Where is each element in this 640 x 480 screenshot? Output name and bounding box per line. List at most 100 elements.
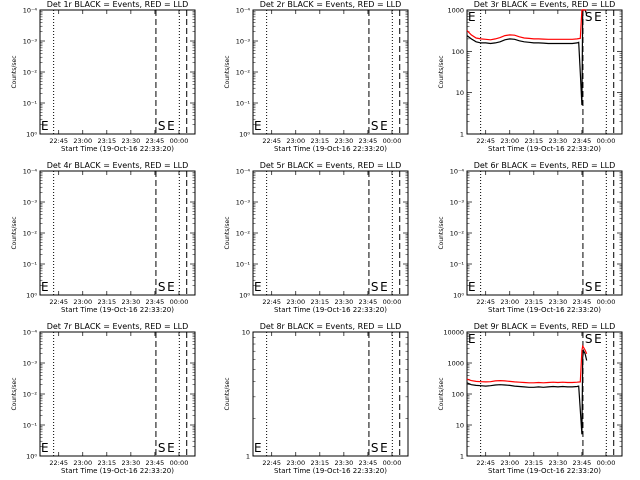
x-tick-label: 23:45 xyxy=(573,459,592,467)
x-tick-label: 22:45 xyxy=(262,137,281,145)
marker-letter: S xyxy=(585,10,593,24)
panel-title: Det 5r BLACK = Events, RED = LLD xyxy=(260,161,402,170)
y-tick-label: 10⁰ xyxy=(239,131,250,139)
x-tick-label: 22:45 xyxy=(476,459,495,467)
x-tick-label: 23:45 xyxy=(146,298,165,306)
panel-title: Det 2r BLACK = Events, RED = LLD xyxy=(260,0,402,9)
y-tick-label: 10 xyxy=(456,89,464,97)
y-tick-label: 1 xyxy=(246,453,250,461)
marker-letter: S xyxy=(585,332,593,346)
y-tick-label: 1 xyxy=(460,453,464,461)
x-tick-label: 23:45 xyxy=(359,459,378,467)
x-tick-label: 23:15 xyxy=(310,459,329,467)
plot-frame xyxy=(39,170,196,296)
plot-frame xyxy=(252,170,409,296)
y-tick-label: 10⁻² xyxy=(450,230,465,238)
marker-letter: S xyxy=(158,119,166,133)
x-tick-label: 23:00 xyxy=(500,137,519,145)
detector-panel: Det 2r BLACK = Events, RED = LLD 22:45 23:… xyxy=(224,0,409,153)
x-tick-label: 23:45 xyxy=(573,137,592,145)
y-tick-label: 10⁻³ xyxy=(23,38,38,46)
x-tick-label: 23:30 xyxy=(334,459,353,467)
y-tick-label: 10000 xyxy=(443,329,464,337)
marker-letter: E xyxy=(41,119,49,133)
x-tick-label: 23:15 xyxy=(97,137,116,145)
marker-letter: E xyxy=(254,280,262,294)
plot-frame xyxy=(252,331,409,457)
x-tick-label: 22:45 xyxy=(49,459,68,467)
x-tick-label: 22:45 xyxy=(476,298,495,306)
panel-title: Det 3r BLACK = Events, RED = LLD xyxy=(474,0,616,9)
marker-letter: E xyxy=(594,332,602,346)
detector-panel: Det 6r BLACK = Events, RED = LLD 22:45 23:… xyxy=(438,161,623,314)
marker-letter: S xyxy=(158,441,166,455)
y-tick-label: 10⁻² xyxy=(236,69,251,77)
x-axis-label: Start Time (19-Oct-16 22:33:20) xyxy=(488,306,601,314)
x-tick-label: 22:45 xyxy=(476,137,495,145)
detector-panel: Det 3r BLACK = Events, RED = LLD 22:45 23:… xyxy=(438,0,623,153)
x-tick-label: 00:00 xyxy=(170,298,189,306)
y-tick-label: 10⁻⁴ xyxy=(236,7,251,15)
x-tick-label: 00:00 xyxy=(170,137,189,145)
marker-letter: S xyxy=(371,119,379,133)
y-tick-label: 10⁻³ xyxy=(23,199,38,207)
y-axis-label: Counts/sec xyxy=(438,377,445,410)
y-axis-label: Counts/sec xyxy=(438,216,445,249)
detector-panel: Det 7r BLACK = Events, RED = LLD 22:45 23:… xyxy=(11,322,196,475)
x-tick-label: 23:00 xyxy=(500,459,519,467)
y-tick-label: 10⁻⁴ xyxy=(450,168,465,176)
x-tick-label: 23:00 xyxy=(286,298,305,306)
marker-letter: E xyxy=(167,441,175,455)
y-tick-label: 100 xyxy=(452,391,464,399)
detector-panel: Det 5r BLACK = Events, RED = LLD 22:45 23:… xyxy=(224,161,409,314)
y-tick-label: 10⁰ xyxy=(26,453,37,461)
x-tick-label: 00:00 xyxy=(383,137,402,145)
x-axis-label: Start Time (19-Oct-16 22:33:20) xyxy=(488,145,601,153)
y-tick-label: 10⁻³ xyxy=(236,38,251,46)
y-tick-label: 10⁻³ xyxy=(450,199,465,207)
lld-series-line xyxy=(466,9,587,41)
marker-letter: S xyxy=(158,280,166,294)
marker-letter: E xyxy=(468,10,476,24)
events-series-line xyxy=(466,348,588,435)
marker-letter: E xyxy=(468,280,476,294)
marker-letter: S xyxy=(371,280,379,294)
x-tick-label: 23:15 xyxy=(524,459,543,467)
y-tick-label: 10⁻³ xyxy=(23,360,38,368)
marker-letter: E xyxy=(167,280,175,294)
x-tick-label: 23:30 xyxy=(548,137,567,145)
x-tick-label: 23:30 xyxy=(548,298,567,306)
y-tick-label: 10⁻⁴ xyxy=(23,168,38,176)
x-tick-label: 23:30 xyxy=(334,137,353,145)
x-tick-label: 23:45 xyxy=(573,298,592,306)
marker-letter: E xyxy=(254,119,262,133)
y-axis-label: Counts/sec xyxy=(11,377,18,410)
x-tick-label: 23:00 xyxy=(73,137,92,145)
x-axis-label: Start Time (19-Oct-16 22:33:20) xyxy=(61,306,174,314)
plot-frame xyxy=(466,331,623,457)
x-tick-label: 23:30 xyxy=(121,298,140,306)
x-tick-label: 22:45 xyxy=(49,298,68,306)
panel-title: Det 7r BLACK = Events, RED = LLD xyxy=(47,322,189,331)
y-tick-label: 10⁻¹ xyxy=(236,261,251,269)
y-tick-label: 1000 xyxy=(447,360,464,368)
x-tick-label: 00:00 xyxy=(383,459,402,467)
y-axis-label: Counts/sec xyxy=(224,55,231,88)
marker-letter: E xyxy=(468,332,476,346)
x-tick-label: 22:45 xyxy=(49,137,68,145)
x-axis-label: Start Time (19-Oct-16 22:33:20) xyxy=(274,306,387,314)
y-tick-label: 10⁻¹ xyxy=(23,261,38,269)
plot-frame xyxy=(252,9,409,135)
x-tick-label: 23:30 xyxy=(334,298,353,306)
x-tick-label: 23:15 xyxy=(524,298,543,306)
y-tick-label: 10⁻² xyxy=(236,230,251,238)
x-tick-label: 23:15 xyxy=(97,298,116,306)
plot-frame xyxy=(39,331,196,457)
y-tick-label: 10⁰ xyxy=(239,292,250,300)
marker-letter: E xyxy=(380,119,388,133)
x-tick-label: 23:45 xyxy=(359,298,378,306)
y-tick-label: 10 xyxy=(242,329,250,337)
x-tick-label: 23:45 xyxy=(146,137,165,145)
x-tick-label: 23:15 xyxy=(310,137,329,145)
